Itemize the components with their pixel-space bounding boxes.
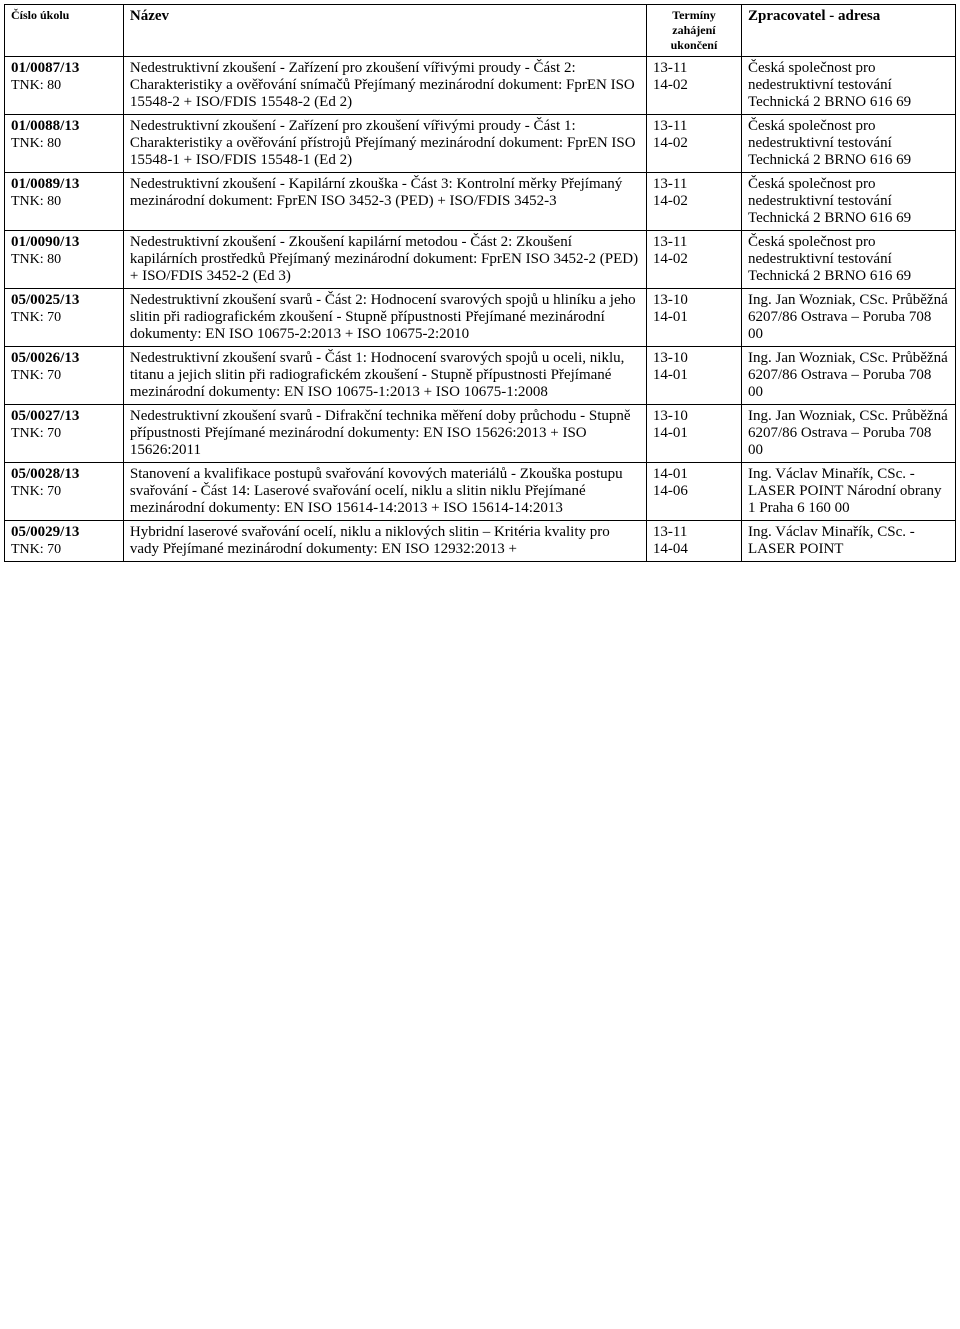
header-name: Název — [123, 5, 646, 57]
date-start: 13-11 — [653, 524, 687, 540]
cell-id: 01/0087/13 TNK: 80 — [5, 57, 124, 115]
date-end: 14-01 — [653, 309, 688, 325]
cell-processor: Ing. Václav Minařík, CSc. - LASER POINT … — [742, 463, 956, 521]
date-start: 13-10 — [653, 408, 688, 424]
date-end: 14-02 — [653, 251, 688, 267]
cell-dates: 13-1014-01 — [646, 405, 741, 463]
task-number: 05/0029/13 — [11, 524, 79, 540]
date-end: 14-01 — [653, 367, 688, 383]
date-start: 13-10 — [653, 350, 688, 366]
date-start: 14-01 — [653, 466, 688, 482]
tasks-table: Číslo úkolu Název Termíny zahájení ukonč… — [4, 4, 956, 562]
task-number: 05/0028/13 — [11, 466, 79, 482]
table-row: 01/0089/13 TNK: 80 Nedestruktivní zkoušení… — [5, 173, 956, 231]
cell-id: 05/0029/13 TNK: 70 — [5, 521, 124, 562]
task-number: 05/0027/13 — [11, 408, 79, 424]
cell-dates: 13-1114-02 — [646, 173, 741, 231]
cell-name: Nedestruktivní zkoušení - Zkoušení kapil… — [123, 231, 646, 289]
cell-dates: 13-1114-02 — [646, 231, 741, 289]
cell-name: Nedestruktivní zkoušení svarů - Část 2: … — [123, 289, 646, 347]
table-row: 05/0026/13 TNK: 70 Nedestruktivní zkoušení… — [5, 347, 956, 405]
cell-name: Nedestruktivní zkoušení - Kapilární zkou… — [123, 173, 646, 231]
tnk-code: TNK: 70 — [11, 310, 61, 325]
cell-processor: Česká společnost pro nedestruktivní test… — [742, 115, 956, 173]
date-end: 14-06 — [653, 483, 688, 499]
cell-id: 05/0027/13 TNK: 70 — [5, 405, 124, 463]
task-number: 01/0087/13 — [11, 60, 79, 76]
header-id: Číslo úkolu — [5, 5, 124, 57]
cell-dates: 13-1114-02 — [646, 115, 741, 173]
header-proc: Zpracovatel - adresa — [742, 5, 956, 57]
tnk-code: TNK: 80 — [11, 136, 61, 151]
date-end: 14-04 — [653, 541, 688, 557]
cell-name: Nedestruktivní zkoušení - Zařízení pro z… — [123, 57, 646, 115]
cell-dates: 13-1014-01 — [646, 347, 741, 405]
task-number: 01/0088/13 — [11, 118, 79, 134]
tnk-code: TNK: 80 — [11, 78, 61, 93]
date-start: 13-11 — [653, 118, 687, 134]
date-end: 14-02 — [653, 193, 688, 209]
table-row: 05/0029/13 TNK: 70 Hybridní laserové svařo… — [5, 521, 956, 562]
cell-processor: Ing. Jan Wozniak, CSc. Průběžná 6207/86 … — [742, 347, 956, 405]
cell-id: 05/0026/13 TNK: 70 — [5, 347, 124, 405]
cell-name: Hybridní laserové svařování ocelí, niklu… — [123, 521, 646, 562]
date-end: 14-01 — [653, 425, 688, 441]
task-number: 05/0025/13 — [11, 292, 79, 308]
cell-dates: 13-1014-01 — [646, 289, 741, 347]
cell-processor: Česká společnost pro nedestruktivní test… — [742, 57, 956, 115]
date-start: 13-11 — [653, 234, 687, 250]
table-row: 01/0087/13 TNK: 80 Nedestruktivní zkoušení… — [5, 57, 956, 115]
cell-name: Stanovení a kvalifikace postupů svařován… — [123, 463, 646, 521]
tnk-code: TNK: 70 — [11, 426, 61, 441]
cell-dates: 13-1114-04 — [646, 521, 741, 562]
cell-id: 01/0089/13 TNK: 80 — [5, 173, 124, 231]
cell-name: Nedestruktivní zkoušení - Zařízení pro z… — [123, 115, 646, 173]
date-end: 14-02 — [653, 77, 688, 93]
tnk-code: TNK: 80 — [11, 194, 61, 209]
table-row: 05/0027/13 TNK: 70 Nedestruktivní zkoušení… — [5, 405, 956, 463]
cell-processor: Česká společnost pro nedestruktivní test… — [742, 173, 956, 231]
cell-id: 05/0025/13 TNK: 70 — [5, 289, 124, 347]
tnk-code: TNK: 70 — [11, 368, 61, 383]
tnk-code: TNK: 70 — [11, 542, 61, 557]
task-number: 01/0089/13 — [11, 176, 79, 192]
table-row: 05/0025/13 TNK: 70 Nedestruktivní zkoušení… — [5, 289, 956, 347]
date-start: 13-11 — [653, 60, 687, 76]
header-row: Číslo úkolu Název Termíny zahájení ukonč… — [5, 5, 956, 57]
header-dates: Termíny zahájení ukončení — [646, 5, 741, 57]
cell-dates: 13-1114-02 — [646, 57, 741, 115]
cell-processor: Ing. Jan Wozniak, CSc. Průběžná 6207/86 … — [742, 289, 956, 347]
cell-name: Nedestruktivní zkoušení svarů - Část 1: … — [123, 347, 646, 405]
cell-id: 01/0090/13 TNK: 80 — [5, 231, 124, 289]
tnk-code: TNK: 80 — [11, 252, 61, 267]
task-number: 05/0026/13 — [11, 350, 79, 366]
table-row: 01/0088/13 TNK: 80 Nedestruktivní zkoušení… — [5, 115, 956, 173]
date-start: 13-11 — [653, 176, 687, 192]
table-row: 05/0028/13 TNK: 70 Stanovení a kvalifikace… — [5, 463, 956, 521]
cell-id: 01/0088/13 TNK: 80 — [5, 115, 124, 173]
table-row: 01/0090/13 TNK: 80 Nedestruktivní zkoušení… — [5, 231, 956, 289]
cell-processor: Česká společnost pro nedestruktivní test… — [742, 231, 956, 289]
cell-id: 05/0028/13 TNK: 70 — [5, 463, 124, 521]
date-start: 13-10 — [653, 292, 688, 308]
tnk-code: TNK: 70 — [11, 484, 61, 499]
cell-processor: Ing. Václav Minařík, CSc. - LASER POINT — [742, 521, 956, 562]
cell-name: Nedestruktivní zkoušení svarů - Difrakčn… — [123, 405, 646, 463]
task-number: 01/0090/13 — [11, 234, 79, 250]
date-end: 14-02 — [653, 135, 688, 151]
cell-dates: 14-0114-06 — [646, 463, 741, 521]
cell-processor: Ing. Jan Wozniak, CSc. Průběžná 6207/86 … — [742, 405, 956, 463]
